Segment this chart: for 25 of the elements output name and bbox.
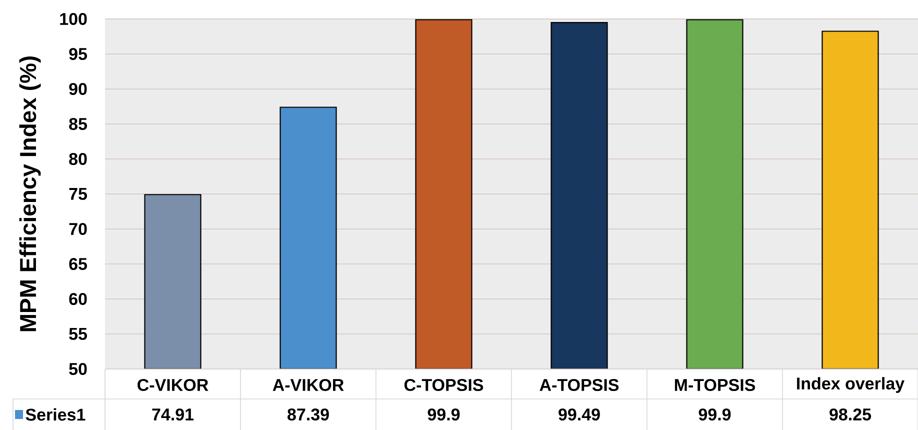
data-label: 98.25	[830, 408, 872, 421]
y-tick-label: 85	[69, 118, 88, 130]
x-tick-label: M-TOPSIS	[674, 378, 756, 392]
y-tick-label: 75	[69, 188, 88, 200]
x-tick-label: A-VIKOR	[272, 378, 344, 392]
y-axis-title: MPM Efficiency Index (%)	[19, 56, 41, 332]
y-tick-label: 60	[69, 292, 87, 306]
y-tick-label: 95	[69, 48, 88, 60]
y-tick-label: 65	[69, 258, 88, 270]
y-tick-label: 80	[69, 152, 87, 166]
y-tick-label: 70	[69, 222, 87, 236]
data-label: 99.49	[558, 408, 600, 421]
data-label: 74.91	[152, 408, 194, 421]
data-label: 99.9	[428, 408, 460, 421]
data-label: 87.39	[288, 408, 329, 421]
y-tick-label: 90	[69, 82, 87, 96]
legend-label: Series1	[26, 408, 86, 421]
x-tick-label: C-TOPSIS	[404, 378, 484, 392]
x-tick-label: C-VIKOR	[138, 378, 208, 392]
x-tick-label: Index overlay	[797, 377, 904, 393]
data-label: 99.9	[698, 408, 731, 421]
x-tick-label: A-TOPSIS	[540, 378, 619, 392]
y-tick-label: 50	[69, 362, 87, 376]
y-tick-label: 55	[69, 328, 88, 340]
y-tick-label: 100	[60, 12, 87, 26]
